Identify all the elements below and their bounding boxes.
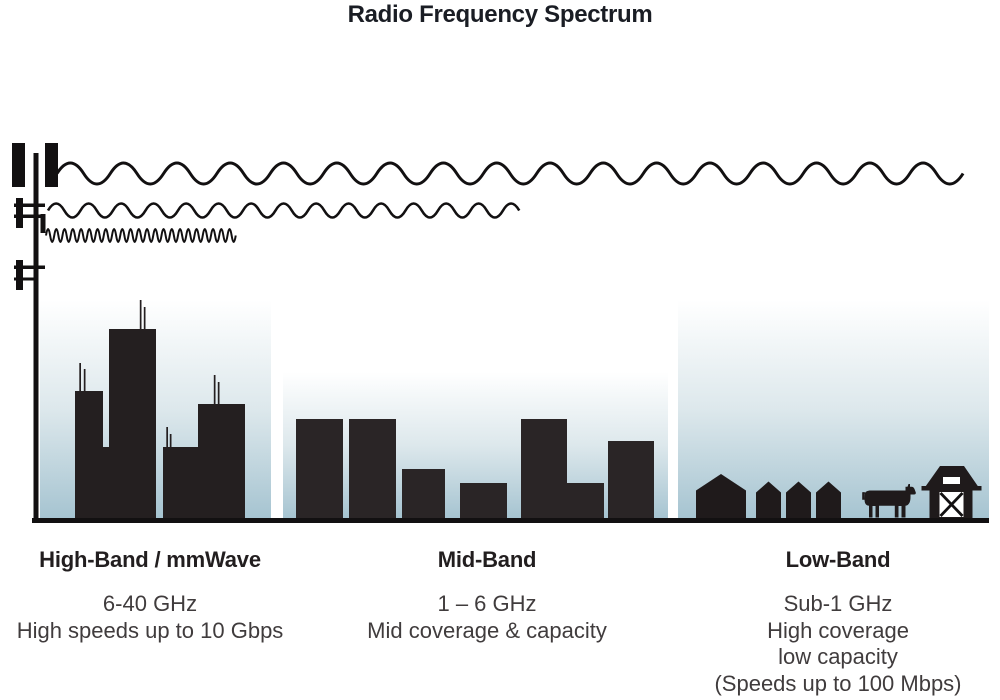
skyscraper-silhouette	[198, 404, 245, 518]
rooftop-antenna	[213, 375, 216, 404]
house-icon	[756, 481, 781, 518]
rooftop-antenna	[217, 382, 220, 404]
tower-crossbar	[14, 214, 45, 218]
band-name: Low-Band	[785, 547, 891, 572]
tower-mast	[33, 153, 39, 520]
high-band-label-column: High-Band / mmWave 6-40 GHz High speeds …	[5, 548, 295, 644]
band-name: Mid-Band	[437, 547, 537, 572]
city-skyline-icon	[75, 300, 245, 518]
band-frequency: 1 – 6 GHz	[437, 591, 537, 616]
tower-antenna-panel	[16, 198, 23, 228]
tower-antenna-stub	[40, 214, 46, 233]
tower-antenna-panel	[45, 143, 58, 187]
ground-line	[32, 518, 989, 523]
building-silhouette	[349, 419, 396, 518]
barn-loft-window	[943, 477, 960, 484]
cell-tower-icon	[12, 143, 58, 520]
rural-scene	[696, 466, 982, 518]
rooftop-antenna	[143, 307, 146, 329]
building-silhouette	[296, 419, 343, 518]
rooftop-antenna	[169, 434, 172, 447]
building-silhouette	[460, 483, 507, 518]
short-wavelength-wave-icon	[45, 228, 237, 243]
building-silhouette	[567, 483, 604, 518]
band-name: High-Band / mmWave	[39, 547, 261, 572]
midrise-skyline-icon	[296, 419, 654, 518]
tower-antenna-panel	[16, 260, 23, 290]
house-icon	[696, 474, 746, 518]
building-silhouette	[521, 419, 567, 518]
band-description: (Speeds up to 100 Mbps)	[714, 670, 962, 696]
tower-crossbar	[14, 203, 45, 207]
long-wavelength-wave-icon	[55, 161, 965, 186]
band-description: High speeds up to 10 Gbps	[16, 617, 284, 643]
skyscraper-silhouette	[75, 391, 103, 518]
tower-crossbar	[14, 277, 38, 281]
skyscraper-silhouette	[163, 447, 198, 518]
skyscraper-silhouette	[103, 447, 109, 518]
page-title: Radio Frequency Spectrum	[347, 1, 653, 28]
band-description: Mid coverage & capacity	[367, 617, 607, 643]
tower-crossbar	[14, 265, 45, 269]
band-description: High coverage	[767, 617, 909, 643]
building-silhouette	[608, 441, 654, 518]
rooftop-antenna	[79, 363, 81, 391]
skyscraper-silhouette	[109, 329, 156, 518]
rooftop-antenna	[139, 300, 142, 329]
low-band-label-column: Low-Band Sub-1 GHz High coverage low cap…	[693, 548, 983, 697]
tower-antenna-panel	[12, 143, 25, 187]
medium-wavelength-wave-icon	[46, 202, 521, 219]
mid-band-label-column: Mid-Band 1 – 6 GHz Mid coverage & capaci…	[342, 548, 632, 644]
barn-door-cross	[939, 492, 964, 517]
building-silhouette	[402, 469, 445, 518]
rooftop-antenna	[83, 369, 86, 391]
band-frequency: Sub-1 GHz	[783, 591, 893, 616]
barn-icon	[921, 466, 982, 518]
cow-icon	[862, 484, 916, 518]
band-description: low capacity	[778, 644, 898, 669]
rooftop-antenna	[166, 427, 168, 447]
house-icon	[816, 481, 841, 518]
band-frequency: 6-40 GHz	[102, 591, 198, 616]
house-icon	[786, 481, 811, 518]
